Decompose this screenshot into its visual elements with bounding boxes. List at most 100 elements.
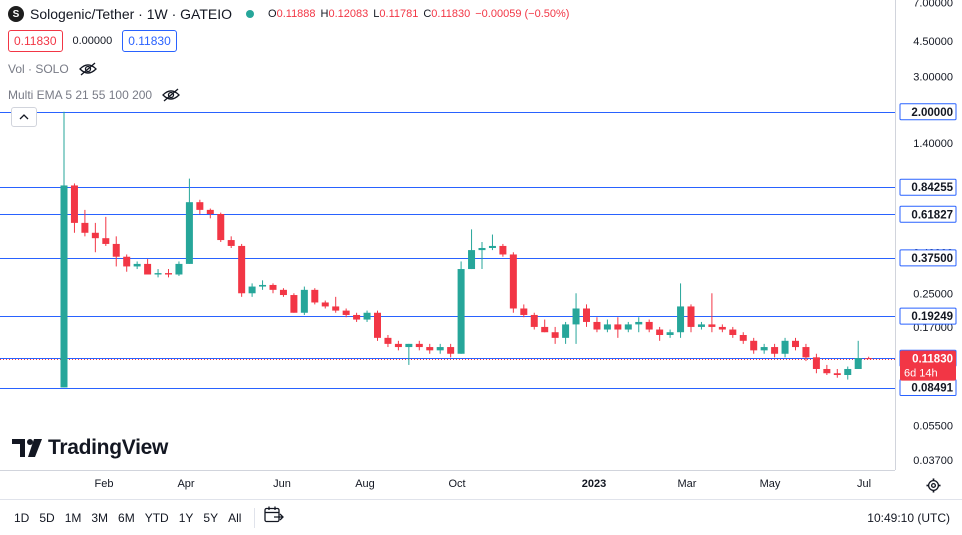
- candle[interactable]: [603, 319, 611, 333]
- candle[interactable]: [259, 280, 267, 290]
- line-price-label[interactable]: 0.61827: [899, 205, 957, 223]
- range-button-1y[interactable]: 1Y: [178, 510, 194, 525]
- range-button-all[interactable]: All: [228, 510, 242, 525]
- tradingview-logo[interactable]: TradingView: [12, 436, 168, 460]
- candle[interactable]: [718, 324, 726, 333]
- candle[interactable]: [635, 317, 643, 333]
- candle[interactable]: [823, 364, 831, 376]
- candle[interactable]: [499, 243, 507, 257]
- candle[interactable]: [321, 300, 329, 309]
- candle[interactable]: [70, 183, 78, 233]
- candle[interactable]: [175, 261, 183, 276]
- candle[interactable]: [583, 304, 590, 327]
- candle[interactable]: [624, 321, 632, 333]
- candle[interactable]: [405, 343, 413, 365]
- candle[interactable]: [802, 343, 810, 362]
- range-button-6m[interactable]: 6M: [118, 510, 135, 525]
- range-button-5y[interactable]: 5Y: [203, 510, 219, 525]
- candle[interactable]: [60, 111, 68, 388]
- last-price-badge[interactable]: 0.11830 6d 14h: [900, 350, 956, 381]
- candle[interactable]: [488, 234, 496, 251]
- candle[interactable]: [238, 243, 246, 297]
- candle[interactable]: [123, 254, 131, 272]
- candle[interactable]: [415, 340, 423, 351]
- eye-off-icon[interactable]: [162, 88, 181, 102]
- candle[interactable]: [812, 353, 820, 374]
- candle[interactable]: [112, 236, 120, 267]
- candle[interactable]: [300, 286, 308, 315]
- candle[interactable]: [154, 269, 162, 278]
- utc-clock[interactable]: 10:49:10 (UTC): [867, 510, 950, 525]
- candle[interactable]: [865, 356, 873, 360]
- candle[interactable]: [593, 317, 601, 333]
- candle[interactable]: [520, 304, 528, 318]
- candle[interactable]: [478, 241, 486, 270]
- candle[interactable]: [279, 288, 287, 297]
- sell-price-button[interactable]: 0.11830: [8, 30, 63, 52]
- candle[interactable]: [656, 326, 664, 341]
- candle[interactable]: [708, 293, 716, 333]
- eye-off-icon[interactable]: [78, 62, 97, 76]
- candle[interactable]: [509, 252, 517, 313]
- candle[interactable]: [165, 269, 172, 278]
- candle[interactable]: [677, 283, 685, 338]
- candle[interactable]: [468, 229, 476, 270]
- price-scale[interactable]: 7.000004.500003.000001.400000.400000.250…: [895, 0, 962, 470]
- candle[interactable]: [426, 343, 434, 354]
- candle[interactable]: [572, 293, 580, 344]
- candle[interactable]: [854, 340, 862, 369]
- candle[interactable]: [269, 283, 277, 294]
- collapse-legend-button[interactable]: [11, 107, 37, 127]
- candlestick-chart[interactable]: [0, 0, 895, 470]
- candle[interactable]: [541, 319, 549, 333]
- candle[interactable]: [436, 343, 444, 354]
- range-button-1m[interactable]: 1M: [64, 510, 82, 525]
- buy-price-button[interactable]: 0.11830: [122, 30, 177, 52]
- line-price-label[interactable]: 0.19249: [899, 307, 957, 325]
- range-button-3m[interactable]: 3M: [91, 510, 109, 525]
- chart-settings-button[interactable]: [926, 478, 941, 498]
- candle[interactable]: [144, 259, 152, 275]
- candle[interactable]: [206, 208, 214, 219]
- range-button-1d[interactable]: 1D: [14, 510, 30, 525]
- candle[interactable]: [729, 326, 737, 338]
- line-price-label[interactable]: 0.37500: [899, 249, 957, 267]
- candle[interactable]: [311, 288, 319, 305]
- indicator-volume[interactable]: Vol · SOLO: [8, 60, 574, 78]
- range-button-5d[interactable]: 5D: [39, 510, 55, 525]
- symbol-title[interactable]: Sologenic/Tether · 1W · GATEIO: [30, 6, 233, 22]
- market-status-dot-icon[interactable]: [246, 10, 255, 18]
- candle[interactable]: [363, 310, 371, 322]
- chart-pane[interactable]: S Sologenic/Tether · 1W · GATEIO O0.1188…: [0, 0, 895, 470]
- candle[interactable]: [614, 317, 622, 338]
- indicator-multi-ema[interactable]: Multi EMA 5 21 55 100 200: [8, 86, 574, 104]
- candle[interactable]: [666, 329, 674, 338]
- candle[interactable]: [781, 337, 789, 358]
- candle[interactable]: [374, 310, 381, 341]
- candle[interactable]: [760, 343, 768, 354]
- candle[interactable]: [457, 261, 465, 354]
- candle[interactable]: [248, 283, 256, 297]
- candle[interactable]: [196, 199, 204, 215]
- candle[interactable]: [687, 304, 695, 333]
- line-price-label[interactable]: 0.08491: [899, 379, 957, 397]
- candle[interactable]: [102, 216, 110, 246]
- candle[interactable]: [562, 321, 570, 344]
- candle[interactable]: [750, 337, 758, 354]
- candle[interactable]: [290, 293, 298, 313]
- candle[interactable]: [81, 209, 89, 237]
- candle[interactable]: [133, 261, 141, 270]
- candle[interactable]: [185, 178, 193, 264]
- go-to-date-button[interactable]: [264, 506, 285, 529]
- line-price-label[interactable]: 2.00000: [899, 103, 957, 121]
- candle[interactable]: [353, 312, 361, 322]
- candle[interactable]: [332, 296, 340, 313]
- candle[interactable]: [217, 212, 225, 242]
- time-scale[interactable]: Feb Apr Jun Aug Oct 2023 Mar May Jul: [0, 470, 895, 499]
- line-price-label[interactable]: 0.84255: [899, 178, 957, 196]
- candle[interactable]: [342, 308, 350, 318]
- candle[interactable]: [771, 343, 779, 358]
- candle[interactable]: [530, 312, 538, 330]
- candle[interactable]: [697, 321, 705, 330]
- candle[interactable]: [833, 368, 841, 378]
